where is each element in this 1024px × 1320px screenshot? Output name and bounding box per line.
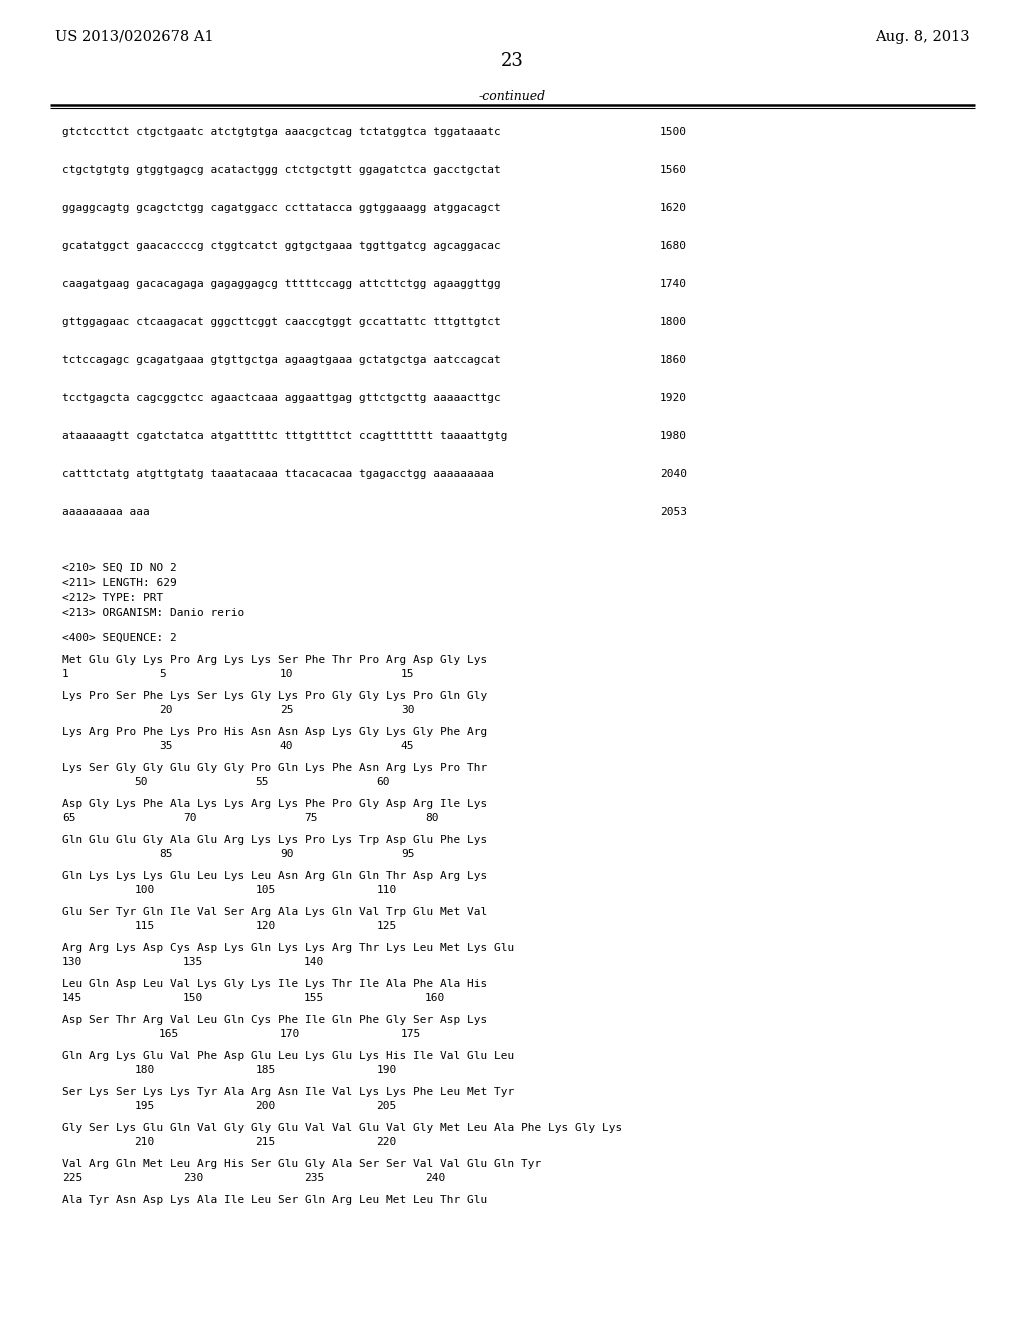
Text: 2040: 2040 [660,469,687,479]
Text: 55: 55 [256,777,269,787]
Text: 210: 210 [134,1137,155,1147]
Text: 140: 140 [304,957,325,968]
Text: 100: 100 [134,884,155,895]
Text: 195: 195 [134,1101,155,1111]
Text: 15: 15 [400,669,415,678]
Text: gtctccttct ctgctgaatc atctgtgtga aaacgctcag tctatggtca tggataaatc: gtctccttct ctgctgaatc atctgtgtga aaacgct… [62,127,501,137]
Text: 1500: 1500 [660,127,687,137]
Text: 170: 170 [280,1030,300,1039]
Text: 1980: 1980 [660,432,687,441]
Text: 130: 130 [62,957,82,968]
Text: Ser Lys Ser Lys Lys Tyr Ala Arg Asn Ile Val Lys Lys Phe Leu Met Tyr: Ser Lys Ser Lys Lys Tyr Ala Arg Asn Ile … [62,1086,514,1097]
Text: Lys Pro Ser Phe Lys Ser Lys Gly Lys Pro Gly Gly Lys Pro Gln Gly: Lys Pro Ser Phe Lys Ser Lys Gly Lys Pro … [62,690,487,701]
Text: 200: 200 [256,1101,275,1111]
Text: 20: 20 [159,705,172,715]
Text: caagatgaag gacacagaga gagaggagcg tttttccagg attcttctgg agaaggttgg: caagatgaag gacacagaga gagaggagcg tttttcc… [62,279,501,289]
Text: 175: 175 [400,1030,421,1039]
Text: <213> ORGANISM: Danio rerio: <213> ORGANISM: Danio rerio [62,609,245,618]
Text: 1: 1 [62,669,69,678]
Text: Lys Arg Pro Phe Lys Pro His Asn Asn Asp Lys Gly Lys Gly Phe Arg: Lys Arg Pro Phe Lys Pro His Asn Asn Asp … [62,727,487,737]
Text: 125: 125 [377,921,397,931]
Text: Gln Arg Lys Glu Val Phe Asp Glu Leu Lys Glu Lys His Ile Val Glu Leu: Gln Arg Lys Glu Val Phe Asp Glu Leu Lys … [62,1051,514,1061]
Text: 1860: 1860 [660,355,687,366]
Text: 120: 120 [256,921,275,931]
Text: Glu Ser Tyr Gln Ile Val Ser Arg Ala Lys Gln Val Trp Glu Met Val: Glu Ser Tyr Gln Ile Val Ser Arg Ala Lys … [62,907,487,917]
Text: 40: 40 [280,741,293,751]
Text: 1800: 1800 [660,317,687,327]
Text: 240: 240 [425,1173,445,1183]
Text: 185: 185 [256,1065,275,1074]
Text: 205: 205 [377,1101,397,1111]
Text: 25: 25 [280,705,293,715]
Text: tcctgagcta cagcggctcc agaactcaaa aggaattgag gttctgcttg aaaaacttgc: tcctgagcta cagcggctcc agaactcaaa aggaatt… [62,393,501,403]
Text: <212> TYPE: PRT: <212> TYPE: PRT [62,593,163,603]
Text: 220: 220 [377,1137,397,1147]
Text: aaaaaaaaa aaa: aaaaaaaaa aaa [62,507,150,517]
Text: tctccagagc gcagatgaaa gtgttgctga agaagtgaaa gctatgctga aatccagcat: tctccagagc gcagatgaaa gtgttgctga agaagtg… [62,355,501,366]
Text: 165: 165 [159,1030,179,1039]
Text: 110: 110 [377,884,397,895]
Text: 225: 225 [62,1173,82,1183]
Text: 23: 23 [501,51,523,70]
Text: 2053: 2053 [660,507,687,517]
Text: 80: 80 [425,813,438,822]
Text: 1920: 1920 [660,393,687,403]
Text: 45: 45 [400,741,415,751]
Text: 65: 65 [62,813,76,822]
Text: gcatatggct gaacaccccg ctggtcatct ggtgctgaaa tggttgatcg agcaggacac: gcatatggct gaacaccccg ctggtcatct ggtgctg… [62,242,501,251]
Text: 75: 75 [304,813,317,822]
Text: ctgctgtgtg gtggtgagcg acatactggg ctctgctgtt ggagatctca gacctgctat: ctgctgtgtg gtggtgagcg acatactggg ctctgct… [62,165,501,176]
Text: 1560: 1560 [660,165,687,176]
Text: Gln Lys Lys Lys Glu Leu Lys Leu Asn Arg Gln Gln Thr Asp Arg Lys: Gln Lys Lys Lys Glu Leu Lys Leu Asn Arg … [62,871,487,880]
Text: 160: 160 [425,993,445,1003]
Text: 70: 70 [183,813,197,822]
Text: 180: 180 [134,1065,155,1074]
Text: 105: 105 [256,884,275,895]
Text: 1740: 1740 [660,279,687,289]
Text: -continued: -continued [478,90,546,103]
Text: Lys Ser Gly Gly Glu Gly Gly Pro Gln Lys Phe Asn Arg Lys Pro Thr: Lys Ser Gly Gly Glu Gly Gly Pro Gln Lys … [62,763,487,774]
Text: 150: 150 [183,993,203,1003]
Text: ggaggcagtg gcagctctgg cagatggacc ccttatacca ggtggaaagg atggacagct: ggaggcagtg gcagctctgg cagatggacc ccttata… [62,203,501,213]
Text: <211> LENGTH: 629: <211> LENGTH: 629 [62,578,177,587]
Text: 35: 35 [159,741,172,751]
Text: 145: 145 [62,993,82,1003]
Text: 230: 230 [183,1173,203,1183]
Text: 10: 10 [280,669,293,678]
Text: Met Glu Gly Lys Pro Arg Lys Lys Ser Phe Thr Pro Arg Asp Gly Lys: Met Glu Gly Lys Pro Arg Lys Lys Ser Phe … [62,655,487,665]
Text: 50: 50 [134,777,148,787]
Text: <210> SEQ ID NO 2: <210> SEQ ID NO 2 [62,564,177,573]
Text: 135: 135 [183,957,203,968]
Text: Arg Arg Lys Asp Cys Asp Lys Gln Lys Lys Arg Thr Lys Leu Met Lys Glu: Arg Arg Lys Asp Cys Asp Lys Gln Lys Lys … [62,942,514,953]
Text: 190: 190 [377,1065,397,1074]
Text: 90: 90 [280,849,293,859]
Text: 85: 85 [159,849,172,859]
Text: Val Arg Gln Met Leu Arg His Ser Glu Gly Ala Ser Ser Val Val Glu Gln Tyr: Val Arg Gln Met Leu Arg His Ser Glu Gly … [62,1159,542,1170]
Text: 1680: 1680 [660,242,687,251]
Text: 95: 95 [400,849,415,859]
Text: gttggagaac ctcaagacat gggcttcggt caaccgtggt gccattattc tttgttgtct: gttggagaac ctcaagacat gggcttcggt caaccgt… [62,317,501,327]
Text: Aug. 8, 2013: Aug. 8, 2013 [876,30,970,44]
Text: 235: 235 [304,1173,325,1183]
Text: 115: 115 [134,921,155,931]
Text: 5: 5 [159,669,166,678]
Text: US 2013/0202678 A1: US 2013/0202678 A1 [55,30,214,44]
Text: 60: 60 [377,777,390,787]
Text: 155: 155 [304,993,325,1003]
Text: catttctatg atgttgtatg taaatacaaa ttacacacaa tgagacctgg aaaaaaaaa: catttctatg atgttgtatg taaatacaaa ttacaca… [62,469,494,479]
Text: Gln Glu Glu Gly Ala Glu Arg Lys Lys Pro Lys Trp Asp Glu Phe Lys: Gln Glu Glu Gly Ala Glu Arg Lys Lys Pro … [62,836,487,845]
Text: <400> SEQUENCE: 2: <400> SEQUENCE: 2 [62,634,177,643]
Text: ataaaaagtt cgatctatca atgatttttc tttgttttct ccagttttttt taaaattgtg: ataaaaagtt cgatctatca atgatttttc tttgttt… [62,432,508,441]
Text: Ala Tyr Asn Asp Lys Ala Ile Leu Ser Gln Arg Leu Met Leu Thr Glu: Ala Tyr Asn Asp Lys Ala Ile Leu Ser Gln … [62,1195,487,1205]
Text: Asp Gly Lys Phe Ala Lys Lys Arg Lys Phe Pro Gly Asp Arg Ile Lys: Asp Gly Lys Phe Ala Lys Lys Arg Lys Phe … [62,799,487,809]
Text: 1620: 1620 [660,203,687,213]
Text: 215: 215 [256,1137,275,1147]
Text: Leu Gln Asp Leu Val Lys Gly Lys Ile Lys Thr Ile Ala Phe Ala His: Leu Gln Asp Leu Val Lys Gly Lys Ile Lys … [62,979,487,989]
Text: Gly Ser Lys Glu Gln Val Gly Gly Glu Val Val Glu Val Gly Met Leu Ala Phe Lys Gly : Gly Ser Lys Glu Gln Val Gly Gly Glu Val … [62,1123,623,1133]
Text: Asp Ser Thr Arg Val Leu Gln Cys Phe Ile Gln Phe Gly Ser Asp Lys: Asp Ser Thr Arg Val Leu Gln Cys Phe Ile … [62,1015,487,1026]
Text: 30: 30 [400,705,415,715]
